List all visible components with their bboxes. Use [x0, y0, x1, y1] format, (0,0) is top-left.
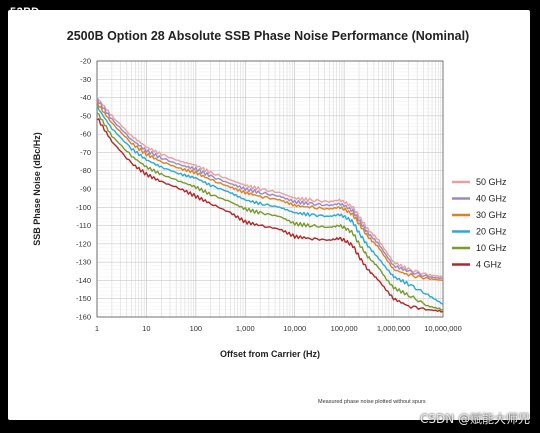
x-tick-label: 1	[95, 324, 99, 333]
y-tick-label: -60	[80, 130, 91, 139]
y-tick-label: -90	[80, 185, 91, 194]
y-tick-label: -120	[76, 239, 91, 248]
chart-note: Measured phase noise plotted without spu…	[318, 399, 426, 405]
x-tick-label: 1,000	[236, 324, 255, 333]
legend-label: 20 GHz	[476, 227, 507, 237]
y-tick-label: -40	[80, 93, 91, 102]
y-tick-labels: -20 -30 -40 -50 -60 -70 -80 -90 -100 -110 -120 -130…	[76, 57, 91, 322]
y-tick-label: -110	[77, 221, 91, 230]
series-line-4-ghz	[96, 118, 444, 313]
y-tick-label: -50	[80, 111, 91, 120]
chart-title: 2500B Option 28 Absolute SSB Phase Noise…	[67, 29, 469, 43]
x-tick-label: 100,000	[331, 324, 358, 333]
corner-tag: 52PD	[10, 6, 40, 18]
legend: 50 GHz 40 GHz 30 GHz 20 GHz 10 GHz 4 GHz	[452, 177, 507, 270]
y-axis-label: SSB Phase Noise (dBc/Hz)	[32, 132, 42, 246]
x-axis-label: Offset from Carrier (Hz)	[220, 349, 320, 359]
legend-label: 40 GHz	[476, 194, 507, 204]
x-tick-label: 100	[190, 324, 203, 333]
y-tick-label: -130	[76, 258, 91, 267]
legend-label: 30 GHz	[476, 210, 507, 220]
plot-grid	[96, 60, 443, 318]
y-tick-label: -30	[80, 75, 91, 84]
x-tick-label: 10	[142, 324, 150, 333]
x-tick-label: 10,000	[283, 324, 306, 333]
x-tick-label: 10,000,000	[424, 324, 462, 333]
x-tick-labels: 1 10 100 1,000 10,000 100,000 1,000,000 10,000,…	[95, 324, 462, 333]
y-tick-label: -150	[76, 294, 91, 303]
y-tick-label: -20	[80, 57, 91, 66]
series-line-40-ghz	[96, 97, 444, 280]
legend-label: 10 GHz	[476, 243, 507, 253]
y-tick-label: -140	[76, 276, 91, 285]
y-tick-label: -70	[80, 148, 91, 157]
series-line-50-ghz	[96, 97, 444, 278]
series-line-20-ghz	[96, 105, 444, 305]
legend-label: 4 GHz	[476, 260, 502, 270]
series-line-10-ghz	[96, 112, 444, 311]
legend-label: 50 GHz	[476, 177, 507, 187]
y-tick-label: -160	[76, 313, 91, 322]
x-tick-label: 1,000,000	[377, 324, 410, 333]
y-tick-label: -80	[80, 166, 91, 175]
series-lines	[96, 97, 444, 313]
y-tick-label: -100	[76, 203, 91, 212]
plot-area-border	[96, 60, 444, 318]
watermark: CSDN @赋能大师兄	[419, 412, 530, 426]
series-line-30-ghz	[96, 101, 444, 282]
